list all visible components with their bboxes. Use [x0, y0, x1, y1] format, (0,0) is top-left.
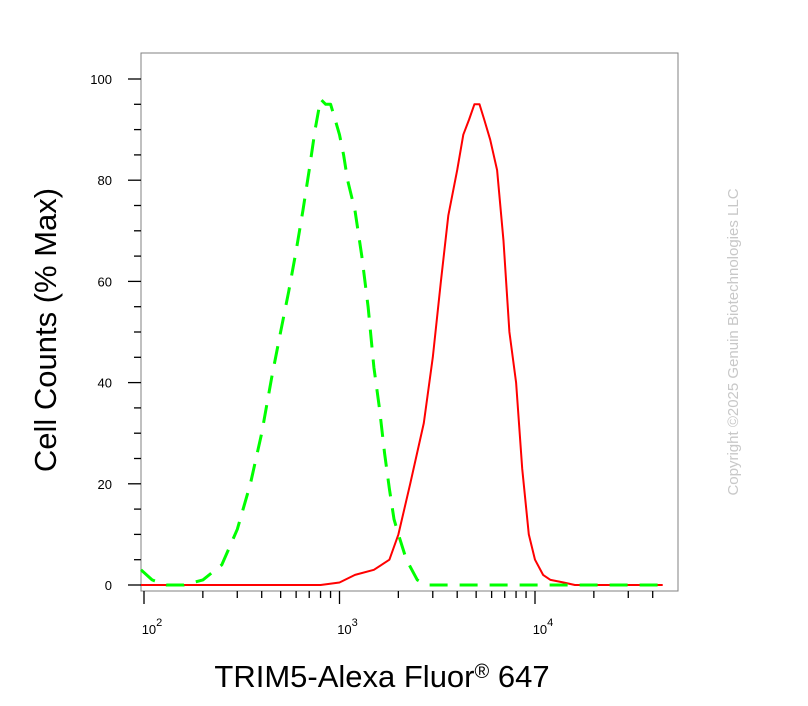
x-axis-title-registered: ®: [475, 661, 490, 683]
series-line-1: [141, 103, 663, 586]
x-axis-title-suffix: 647: [489, 659, 549, 694]
y-axis-title: Cell Counts (% Max): [28, 188, 63, 472]
x-axis-title-main: TRIM5-Alexa Fluor: [214, 659, 474, 694]
x-axis: 102 103 104: [142, 591, 654, 637]
y-tick-label: 0: [105, 578, 112, 593]
y-tick-label: 40: [98, 376, 112, 391]
y-tick-label: 80: [98, 173, 112, 188]
y-axis: 0 20 40 60 80 100: [90, 72, 141, 593]
plot-frame: [140, 52, 679, 592]
x-tick-label: 102: [142, 617, 163, 637]
series-line-2: [139, 97, 663, 587]
plot-area: [139, 97, 663, 587]
copyright-watermark: Copyright ©2025 Genuin Biotechnologies L…: [725, 188, 742, 495]
y-tick-label: 20: [98, 477, 112, 492]
x-tick-label: 104: [533, 617, 554, 637]
x-tick-label: 103: [337, 617, 358, 637]
x-axis-title: TRIM5-Alexa Fluor® 647: [214, 659, 549, 694]
y-tick-label: 60: [98, 274, 112, 289]
y-tick-label: 100: [90, 72, 112, 87]
